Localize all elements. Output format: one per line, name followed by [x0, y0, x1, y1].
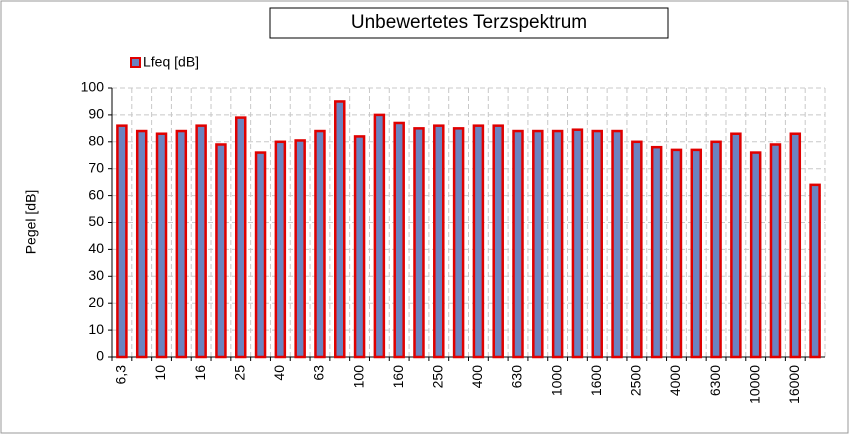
bar: [353, 135, 366, 359]
y-tick-label: 70: [88, 159, 104, 175]
bar: [492, 124, 504, 359]
x-tick-label: 63: [311, 365, 327, 381]
bar: [254, 151, 267, 359]
bar: [314, 129, 326, 359]
x-tick-label: 100: [350, 365, 366, 389]
bar: [155, 132, 168, 359]
y-tick-label: 20: [88, 294, 104, 310]
bar: [532, 129, 544, 359]
legend-label: Lfeq [dB]: [143, 54, 199, 70]
bar: [631, 140, 643, 359]
bar: [472, 124, 485, 359]
bar: [551, 129, 564, 359]
bar: [710, 140, 722, 359]
x-tick-label: 16: [192, 365, 208, 381]
y-tick-label: 100: [81, 79, 105, 95]
bar: [393, 121, 405, 359]
bar: [373, 113, 386, 359]
x-tick-label: 250: [429, 365, 445, 389]
x-tick-label: 16000: [786, 365, 802, 404]
bar: [650, 145, 663, 359]
bar: [611, 129, 623, 359]
legend-swatch: [130, 57, 141, 68]
y-tick-label: 90: [88, 106, 104, 122]
bar: [135, 129, 148, 359]
bar: [769, 143, 782, 359]
bar: [215, 143, 227, 359]
x-tick-label: 4000: [667, 365, 683, 396]
y-tick-label: 10: [88, 321, 104, 337]
x-tick-label: 2500: [628, 365, 644, 396]
x-tick-label: 40: [271, 365, 287, 381]
bar: [274, 140, 287, 359]
chart-title: Unbewertetes Terzspektrum: [351, 12, 587, 33]
bar: [116, 124, 128, 359]
bar: [749, 151, 762, 359]
bar: [234, 116, 247, 359]
bar: [789, 132, 802, 359]
bar: [809, 183, 821, 359]
bar: [690, 148, 703, 359]
y-tick-label: 30: [88, 267, 104, 283]
y-tick-label: 0: [96, 348, 104, 364]
bar: [175, 129, 188, 359]
bar: [334, 100, 346, 359]
bar: [195, 124, 207, 359]
x-tick-label: 400: [469, 365, 485, 389]
y-axis-label: Pegel [dB]: [23, 190, 39, 255]
title-box: [269, 7, 669, 39]
bar: [591, 129, 603, 359]
x-tick-label: 10000: [746, 365, 762, 404]
x-tick-label: 630: [509, 365, 525, 389]
bar: [413, 127, 425, 359]
x-tick-label: 6,3: [113, 365, 129, 385]
bar: [730, 132, 742, 359]
x-tick-label: 160: [390, 365, 406, 389]
y-tick-label: 80: [88, 133, 104, 149]
bar: [294, 139, 306, 359]
bar: [512, 129, 524, 359]
bar: [433, 124, 445, 359]
y-tick-label: 60: [88, 186, 104, 202]
x-tick-label: 1600: [588, 365, 604, 396]
y-tick-label: 50: [88, 213, 104, 229]
x-tick-label: 1000: [548, 365, 564, 396]
x-tick-label: 25: [231, 365, 247, 381]
y-tick-label: 40: [88, 240, 104, 256]
x-tick-label: 10: [152, 365, 168, 381]
bar: [452, 127, 465, 359]
bar: [670, 148, 683, 359]
bar: [571, 128, 584, 359]
x-tick-label: 6300: [707, 365, 723, 396]
